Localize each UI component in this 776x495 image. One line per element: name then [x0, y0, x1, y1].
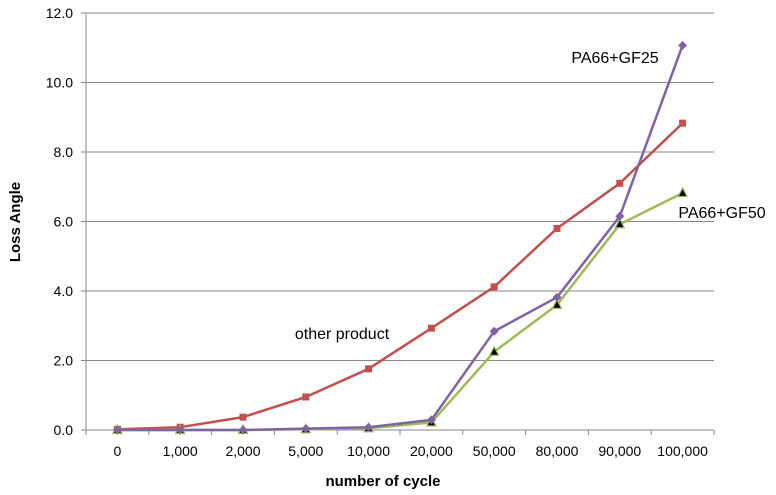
- data-point: [175, 425, 185, 435]
- data-point: [551, 298, 563, 309]
- data-point: [427, 324, 435, 332]
- data-point: [301, 424, 311, 434]
- data-point: [112, 425, 122, 435]
- data-point: [489, 326, 499, 336]
- y-tick-label: 8.0: [54, 144, 74, 160]
- x-tick-label: 20,000: [410, 443, 453, 459]
- x-tick-label: 10,000: [347, 443, 390, 459]
- y-tick-labels: 0.0 2.0 4.0 6.0 8.0 10.0 12.0: [46, 5, 73, 438]
- series-label-pa66-gf50: PA66+GF50: [678, 205, 765, 222]
- y-axis-title: Loss Angle: [7, 182, 24, 262]
- x-tick-labels: 0 1,000 2,000 5,000 10,000 20,000 50,000 80,000…: [114, 443, 709, 459]
- x-tick-label: 80,000: [536, 443, 579, 459]
- x-tick-label: 0: [114, 443, 122, 459]
- data-point: [302, 393, 310, 401]
- data-point: [679, 119, 687, 127]
- data-point: [615, 211, 625, 221]
- data-point: [365, 365, 373, 373]
- x-tick-label: 5,000: [288, 443, 323, 459]
- data-point: [552, 292, 562, 302]
- x-tick-label: 1,000: [163, 443, 198, 459]
- series-line: [117, 122, 684, 431]
- series-line: [117, 191, 684, 432]
- series-label-pa66-gf25: PA66+GF25: [571, 50, 658, 67]
- y-tick-label: 0.0: [54, 422, 74, 438]
- y-tick-label: 2.0: [54, 353, 74, 369]
- series-pa66-gf50: [111, 186, 689, 435]
- series-other-product: [113, 119, 687, 433]
- y-tick-label: 10.0: [46, 75, 73, 91]
- data-point: [614, 217, 626, 229]
- x-tick-label: 100,000: [657, 443, 708, 459]
- data-point: [678, 40, 688, 50]
- x-axis-title: number of cycle: [325, 473, 440, 490]
- series-line: [117, 44, 684, 432]
- data-point: [239, 413, 247, 421]
- series-pa66-gf25: [112, 40, 688, 435]
- x-tick-label: 50,000: [473, 443, 516, 459]
- gridlines: [86, 12, 714, 361]
- series-layer: [111, 40, 689, 435]
- data-point: [426, 415, 436, 425]
- data-point: [364, 422, 374, 432]
- y-tick-label: 4.0: [54, 283, 74, 299]
- data-point: [490, 283, 498, 291]
- x-tick-label: 90,000: [598, 443, 641, 459]
- y-tick-label: 12.0: [46, 5, 73, 21]
- y-tick-label: 6.0: [54, 214, 74, 230]
- data-point: [553, 224, 561, 232]
- data-point: [238, 425, 248, 435]
- data-point: [677, 186, 689, 198]
- series-label-other-product: other product: [295, 326, 390, 343]
- x-tick-label: 2,000: [225, 443, 260, 459]
- data-point: [488, 345, 500, 356]
- data-point: [616, 179, 624, 187]
